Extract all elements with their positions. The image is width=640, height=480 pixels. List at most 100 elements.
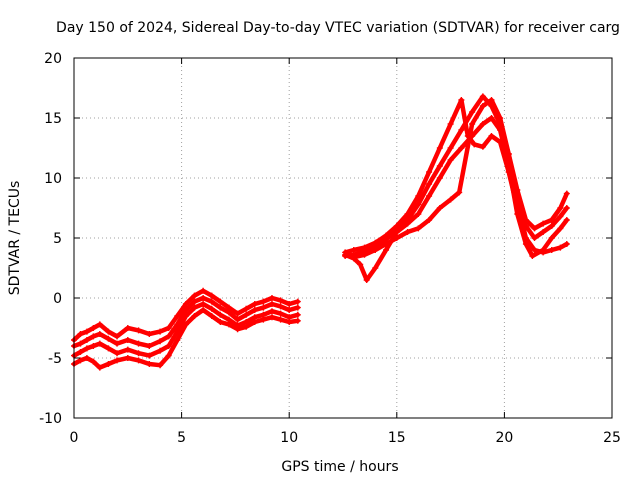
data-point (540, 249, 547, 256)
data-point (200, 307, 207, 313)
data-point (294, 317, 301, 324)
data-point (529, 253, 536, 259)
data-point (363, 277, 370, 283)
data-point (404, 220, 411, 227)
y-tick-label: 15 (44, 111, 62, 127)
data-point (146, 352, 153, 359)
data-point (217, 298, 224, 305)
data-point (182, 321, 189, 328)
data-point (96, 364, 103, 371)
data-point (146, 343, 153, 349)
data-point (342, 251, 349, 258)
data-point (436, 163, 443, 169)
data-point (182, 307, 189, 313)
data-point (393, 229, 400, 235)
data-point (479, 93, 486, 100)
grid-lines (74, 58, 612, 418)
y-tick-label: 5 (53, 231, 62, 247)
data-point (277, 303, 284, 310)
data-point (268, 314, 275, 321)
data-point (217, 311, 224, 318)
data-point (225, 309, 232, 316)
data-point (426, 193, 433, 199)
data-point (165, 352, 172, 359)
y-tick-label: -10 (39, 411, 62, 427)
data-point (436, 205, 443, 211)
data-point (447, 121, 454, 127)
data-point (548, 247, 555, 253)
data-point (383, 241, 390, 247)
data-point (557, 225, 564, 232)
data-point (251, 319, 258, 325)
data-point (90, 325, 97, 331)
series-day-1 (71, 97, 570, 343)
data-point (393, 235, 400, 241)
data-point (105, 345, 112, 352)
data-point (135, 357, 142, 364)
data-point (225, 321, 232, 328)
data-point (146, 361, 153, 367)
data-point (268, 295, 275, 301)
chart-title: Day 150 of 2024, Sidereal Day-to-day VTE… (56, 20, 620, 36)
data-point (217, 319, 224, 325)
data-point (458, 145, 465, 151)
y-tick-label: 20 (44, 51, 62, 67)
series-day-2 (71, 93, 570, 349)
data-point (557, 244, 564, 251)
data-point (563, 241, 570, 247)
data-point (522, 235, 529, 241)
data-point (124, 346, 131, 353)
data-point (191, 304, 198, 311)
data-point (415, 225, 422, 232)
data-point (350, 254, 357, 261)
data-point (357, 261, 364, 268)
data-point (540, 229, 547, 235)
data-point (436, 145, 443, 151)
data-point (208, 298, 215, 305)
data-point (217, 304, 224, 311)
data-point (563, 205, 570, 211)
data-point (243, 323, 250, 330)
data-point (77, 349, 84, 355)
data-point (83, 345, 90, 352)
data-point (77, 357, 84, 364)
data-point (90, 333, 97, 340)
data-point (135, 340, 142, 347)
data-point (260, 298, 267, 305)
data-point (157, 338, 164, 345)
data-point (260, 304, 267, 311)
data-point (77, 340, 84, 347)
data-point (557, 213, 564, 220)
data-point (471, 141, 478, 148)
data-point (251, 307, 258, 313)
x-tick-label: 15 (388, 430, 406, 446)
data-point (260, 316, 267, 323)
data-point (404, 229, 411, 235)
data-point (174, 337, 181, 343)
data-point (447, 157, 454, 163)
data-point (135, 327, 142, 334)
data-point (165, 343, 172, 349)
x-tick-label: 0 (70, 430, 79, 446)
y-tick-label: 0 (53, 291, 62, 307)
data-point (548, 235, 555, 241)
data-point (200, 301, 207, 307)
data-point (243, 305, 250, 312)
data-point (83, 337, 90, 343)
x-tick-labels: 0 5 10 15 20 25 (70, 430, 621, 446)
y-tick-labels: -10 -5 0 5 10 15 20 (39, 51, 62, 427)
data-point (557, 205, 564, 211)
axis-ticks (73, 57, 613, 419)
x-tick-label: 25 (603, 430, 621, 446)
data-point (90, 358, 97, 365)
data-point (105, 328, 112, 335)
data-point (426, 169, 433, 175)
data-point (135, 350, 142, 357)
data-point (372, 247, 379, 253)
y-tick-label: -5 (48, 351, 62, 367)
data-point (124, 325, 131, 331)
data-point (488, 115, 495, 121)
data-point (277, 316, 284, 323)
data-point (191, 298, 198, 305)
